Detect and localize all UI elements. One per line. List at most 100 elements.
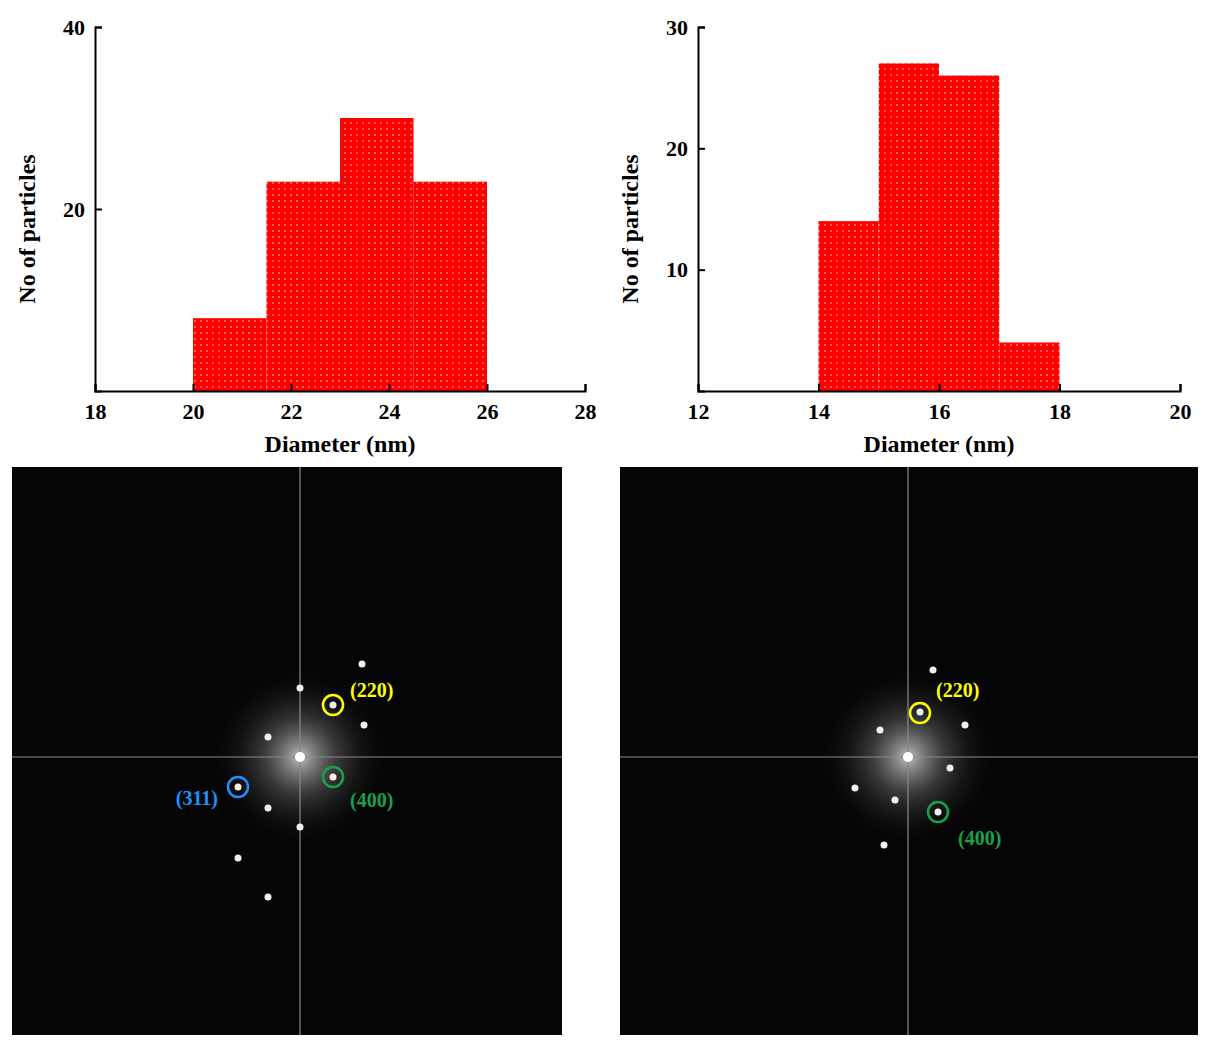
x-tick-mark [939, 384, 941, 391]
y-tick: 20 [666, 136, 705, 161]
diffraction-spot [330, 702, 337, 709]
x-tick-label: 12 [688, 399, 710, 424]
y-tick-mark [698, 27, 705, 29]
diffraction-spot [930, 667, 937, 674]
diffraction-spot [359, 661, 366, 668]
x-tick-mark [487, 384, 489, 391]
x-tick-label: 20 [183, 399, 205, 424]
y-tick-mark [698, 269, 705, 271]
x-tick-mark [585, 384, 587, 391]
crosshair [299, 467, 300, 1035]
x-axis-line [699, 384, 1181, 392]
y-tick-mark [95, 27, 102, 29]
x-axis: 18 20 22 24 26 28 [85, 384, 597, 424]
bar [999, 342, 1059, 391]
diffraction-spot [881, 842, 888, 849]
diffraction-spot [877, 727, 884, 734]
x-tick-mark [389, 384, 391, 391]
spot-marker [910, 703, 930, 723]
central-spot [295, 752, 305, 762]
x-tick-label: 26 [477, 399, 499, 424]
diffraction-spot [947, 765, 954, 772]
image-background [12, 467, 562, 1035]
crosshair [907, 467, 908, 1035]
diffraction-spot [297, 824, 304, 831]
spot-marker [323, 767, 343, 787]
x-tick-label: 14 [808, 399, 830, 424]
histogram-panel: 12 14 16 18 20 10 20 30 Diameter (nm) No of parti… [617, 15, 1192, 457]
y-tick-mark [698, 148, 705, 150]
diffraction-spot [892, 797, 899, 804]
x-tick: 22 [281, 384, 303, 424]
y-tick: 40 [63, 15, 102, 40]
bar [414, 182, 488, 391]
y-tick-label: 40 [63, 15, 85, 40]
bars [193, 118, 487, 391]
x-tick: 20 [183, 384, 205, 424]
x-tick-mark [818, 384, 820, 391]
diffraction-spot [235, 855, 242, 862]
y-axis-line [96, 28, 103, 392]
x-axis-line [96, 384, 586, 392]
spot-label: (400) [350, 789, 393, 812]
x-tick-label: 28 [575, 399, 597, 424]
y-tick-label: 20 [666, 136, 688, 161]
diffraction-spot [962, 722, 969, 729]
fft-image: (220) (400) [620, 467, 1198, 1035]
spot-marker [928, 802, 948, 822]
x-tick-label: 20 [1170, 399, 1192, 424]
spot-marker [228, 777, 248, 797]
x-axis-title: Diameter (nm) [265, 431, 416, 457]
x-tick-label: 18 [85, 399, 107, 424]
x-tick: 20 [1170, 384, 1192, 424]
spot-label: (220) [350, 679, 393, 702]
x-axis-title: Diameter (nm) [864, 431, 1015, 457]
spot-label: (311) [176, 787, 218, 810]
diffraction-spot [852, 785, 859, 792]
x-tick: 24 [379, 384, 401, 424]
x-tick-label: 24 [379, 399, 401, 424]
y-axis: 10 20 30 [666, 15, 705, 392]
diffraction-spot [265, 805, 272, 812]
fft-image: (220) (311) (400) [12, 467, 562, 1035]
bar [267, 182, 341, 391]
y-tick: 30 [666, 15, 705, 40]
x-tick: 18 [1049, 384, 1071, 424]
x-tick: 28 [575, 384, 597, 424]
y-tick-label: 30 [666, 15, 688, 40]
y-axis: 2040 [63, 15, 102, 392]
x-axis: 12 14 16 18 20 [688, 384, 1192, 424]
y-tick-mark [95, 209, 102, 211]
bars [819, 63, 1060, 391]
y-tick: 20 [63, 197, 102, 222]
x-tick-mark [1059, 384, 1061, 391]
x-tick-label: 22 [281, 399, 303, 424]
bar [340, 118, 414, 391]
y-axis-title: No of particles [617, 154, 643, 303]
bar [879, 63, 939, 391]
diffraction-spot [330, 774, 337, 781]
diffraction-spot [935, 809, 942, 816]
x-tick: 16 [929, 384, 951, 424]
x-tick: 26 [477, 384, 499, 424]
bar [939, 76, 999, 391]
x-tick: 14 [808, 384, 830, 424]
spot-label: (400) [958, 827, 1001, 850]
y-axis-title: No of particles [14, 154, 40, 303]
x-tick-mark [1180, 384, 1182, 391]
histogram-panel: 1820222426282040Diameter (nm)No of parti… [14, 15, 597, 457]
diffraction-spot [265, 894, 272, 901]
central-spot [903, 752, 913, 762]
diffraction-spot [235, 784, 242, 791]
diffraction-spot [297, 685, 304, 692]
bar [193, 318, 267, 391]
spot-label: (220) [936, 679, 979, 702]
y-tick-label: 10 [666, 257, 688, 282]
x-tick-mark [291, 384, 293, 391]
x-tick-label: 16 [929, 399, 951, 424]
crosshair [12, 756, 562, 757]
diffraction-spot [361, 722, 368, 729]
x-tick-mark [193, 384, 195, 391]
diffraction-spot [917, 709, 924, 716]
spot-marker [323, 695, 343, 715]
